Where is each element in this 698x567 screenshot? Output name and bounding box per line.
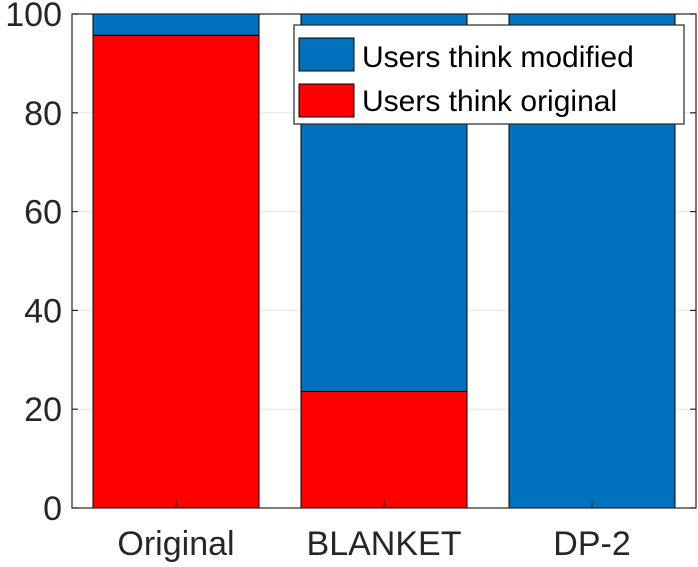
y-tick-label-100: 100 bbox=[5, 0, 62, 34]
y-tick-label-20: 20 bbox=[24, 391, 62, 429]
y-axis-ticks: 0 20 40 60 80 100 bbox=[5, 0, 696, 528]
bar-original-users-think-original bbox=[92, 34, 260, 509]
legend-label-users-think-original: Users think original bbox=[362, 85, 617, 118]
bar-original-users-think-modified bbox=[92, 13, 260, 36]
legend-swatch-users-think-modified bbox=[298, 37, 355, 72]
x-axis-ticks: Original BLANKET DP-2 bbox=[117, 502, 631, 563]
y-tick-label-80: 80 bbox=[24, 95, 62, 133]
legend-label-users-think-modified: Users think modified bbox=[362, 41, 634, 74]
y-tick-label-40: 40 bbox=[24, 292, 62, 330]
x-tick-label-original: Original bbox=[117, 525, 234, 563]
x-tick-label-blanket: BLANKET bbox=[307, 525, 462, 563]
legend: Users think modified Users think origina… bbox=[293, 24, 685, 125]
x-tick-label-dp-2: DP-2 bbox=[553, 525, 630, 563]
legend-box bbox=[293, 24, 685, 125]
legend-swatch-users-think-original bbox=[298, 83, 355, 118]
bar-blanket-users-think-original bbox=[300, 390, 468, 509]
y-tick-label-60: 60 bbox=[24, 194, 62, 232]
y-tick-label-0: 0 bbox=[43, 490, 62, 528]
